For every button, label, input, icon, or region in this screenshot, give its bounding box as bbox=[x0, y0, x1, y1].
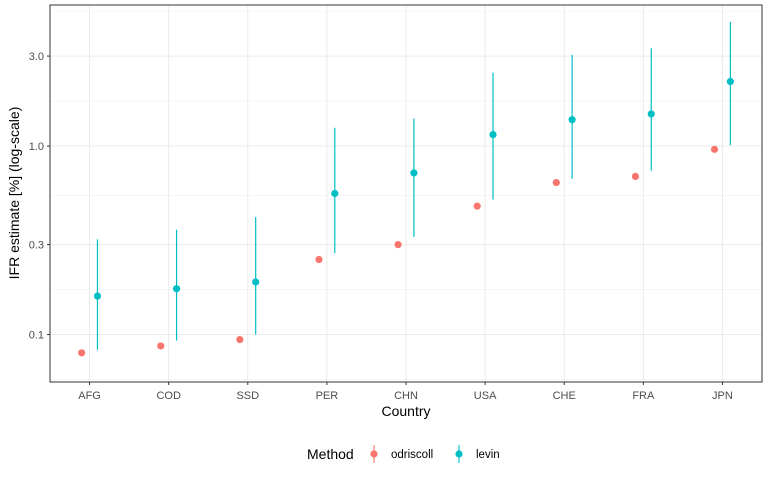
point-odriscoll bbox=[315, 255, 323, 264]
point-odriscoll bbox=[552, 178, 560, 187]
x-tick-label: COD bbox=[156, 390, 181, 402]
legend-key-odriscoll-dot bbox=[370, 450, 378, 458]
x-tick-label: PER bbox=[316, 390, 339, 402]
point-odriscoll bbox=[394, 240, 402, 249]
y-axis-title: IFR estimate [%] (log-scale) bbox=[6, 107, 22, 280]
y-tick-label: 1.0 bbox=[29, 141, 44, 153]
legend: Method odriscoll levin bbox=[307, 445, 500, 463]
point-odriscoll bbox=[157, 342, 165, 350]
point-levin bbox=[410, 169, 418, 177]
point-levin bbox=[726, 77, 734, 86]
point-levin bbox=[252, 278, 260, 286]
x-tick-label: CHE bbox=[553, 390, 576, 402]
legend-key-levin-dot bbox=[455, 450, 463, 458]
data-layer bbox=[78, 21, 734, 357]
legend-title: Method bbox=[307, 446, 354, 462]
legend-key-odriscoll bbox=[370, 445, 378, 463]
point-odriscoll bbox=[78, 349, 86, 357]
point-odriscoll bbox=[236, 335, 244, 344]
legend-label-levin: levin bbox=[476, 449, 500, 461]
point-levin bbox=[647, 110, 655, 118]
x-tick-label: JPN bbox=[712, 390, 733, 402]
x-tick-label: FRA bbox=[632, 390, 655, 402]
y-tick-label: 3.0 bbox=[29, 51, 44, 63]
grid-lines bbox=[50, 5, 762, 382]
point-levin bbox=[331, 189, 339, 198]
y-tick-label: 0.1 bbox=[29, 330, 44, 342]
y-tick-label: 0.3 bbox=[29, 240, 44, 252]
point-odriscoll bbox=[710, 145, 719, 153]
point-levin bbox=[93, 292, 102, 300]
point-odriscoll bbox=[631, 172, 640, 181]
point-levin bbox=[172, 285, 181, 293]
legend-key-levin bbox=[455, 445, 463, 463]
x-tick-label: AFG bbox=[78, 390, 101, 402]
x-axis-title: Country bbox=[381, 403, 430, 419]
x-tick-label: USA bbox=[474, 390, 497, 402]
legend-label-odriscoll: odriscoll bbox=[391, 449, 433, 461]
axis-layer: 0.1 0.3 1.0 3.0 AFG COD SSD PER CHN USA CHE FRA JPN bbox=[29, 51, 733, 402]
x-tick-label: CHN bbox=[394, 390, 418, 402]
point-odriscoll bbox=[473, 202, 481, 210]
point-levin bbox=[568, 116, 576, 124]
point-levin bbox=[489, 130, 497, 139]
x-tick-label: SSD bbox=[236, 390, 259, 402]
